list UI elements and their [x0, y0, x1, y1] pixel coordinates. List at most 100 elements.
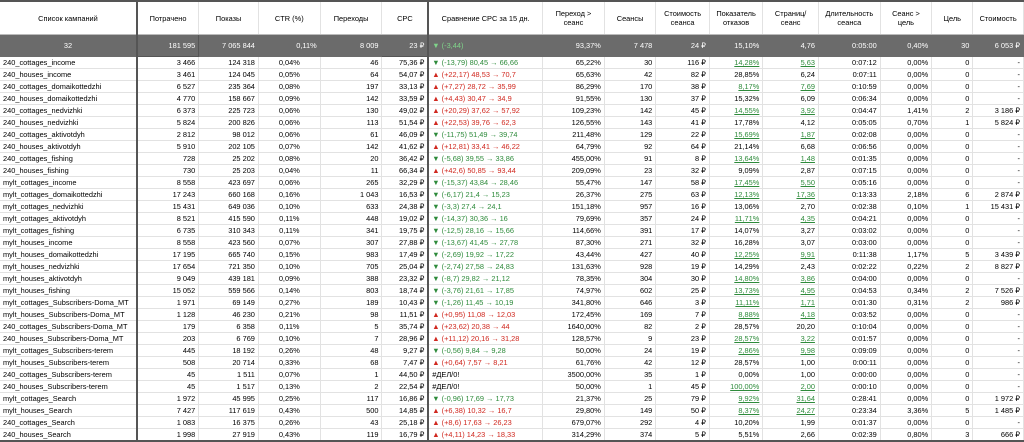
- header-sessions[interactable]: Сеансы: [604, 0, 657, 35]
- cell-campaign-name[interactable]: mylt_houses_Subscribers-terem: [0, 356, 138, 369]
- table-row[interactable]: 240_cottages_domaikottedzhi 6 527 235 364 0…: [0, 80, 1024, 93]
- table-row[interactable]: mylt_cottages_income 8 558 423 697 0,06% 265…: [0, 176, 1024, 189]
- cell-impressions: 98 012: [198, 128, 259, 141]
- cell-campaign-name[interactable]: 240_cottages_nedvizhki: [0, 104, 138, 117]
- table-row[interactable]: mylt_cottages_nedvizhki 15 431 649 036 0,10…: [0, 200, 1024, 213]
- header-cost[interactable]: Стоимость: [972, 0, 1024, 35]
- cell-campaign-name[interactable]: mylt_cottages_Subscribers-terem: [0, 344, 138, 357]
- cell-campaign-name[interactable]: mylt_houses_domaikottedzhi: [0, 248, 138, 261]
- table-row[interactable]: mylt_cottages_Subscribers-Doma_MT 1 971 69…: [0, 296, 1024, 309]
- table-row[interactable]: mylt_houses_income 8 558 423 560 0,07% 307 27…: [0, 236, 1024, 249]
- cell-campaign-name[interactable]: mylt_cottages_income: [0, 176, 138, 189]
- cell-spent: 7 427: [135, 404, 200, 417]
- table-row[interactable]: mylt_houses_fishing 15 052 559 566 0,14% 803…: [0, 284, 1024, 297]
- header-campaign-name[interactable]: Список кампаний: [0, 0, 138, 35]
- cell-campaign-name[interactable]: mylt_houses_income: [0, 236, 138, 249]
- table-row[interactable]: 240_houses_aktivotdyh 5 910 202 105 0,07% 14…: [0, 140, 1024, 153]
- table-row[interactable]: 240_houses_income 3 461 124 045 0,05% 64 54,0…: [0, 68, 1024, 81]
- cell-campaign-name[interactable]: mylt_cottages_Search: [0, 392, 138, 405]
- table-row[interactable]: mylt_cottages_Search 1 972 45 995 0,25% 117 1…: [0, 392, 1024, 405]
- cell-campaign-name[interactable]: 240_cottages_Search: [0, 416, 138, 429]
- cell-campaign-name[interactable]: mylt_cottages_domaikottedzhi: [0, 188, 138, 201]
- table-row[interactable]: 240_cottages_Search 1 083 16 375 0,26% 43 25,…: [0, 416, 1024, 429]
- cell-cpc-comparison: ▲ (+22,53) 39,76 → 62,3: [428, 116, 544, 129]
- cell-campaign-name[interactable]: mylt_houses_nedvizhki: [0, 260, 138, 273]
- cell-campaign-name[interactable]: 240_cottages_Subscribers-Doma_MT: [0, 320, 138, 333]
- table-row[interactable]: 240_houses_nedvizhki 5 824 200 826 0,06% 113…: [0, 116, 1024, 129]
- table-row[interactable]: 240_houses_Subscribers-Doma_MT 203 6 769 0,…: [0, 332, 1024, 345]
- table-row[interactable]: 240_cottages_nedvizhki 6 373 225 723 0,06% 1…: [0, 104, 1024, 117]
- table-row[interactable]: mylt_houses_nedvizhki 17 654 721 350 0,10% 7…: [0, 260, 1024, 273]
- cell-campaign-name[interactable]: mylt_houses_Subscribers-Doma_MT: [0, 308, 138, 321]
- cell-campaign-name[interactable]: mylt_houses_fishing: [0, 284, 138, 297]
- cell-cpc-comparison: ▼ (-13,79) 80,45 → 66,66: [428, 56, 544, 69]
- cell-campaign-name[interactable]: 240_houses_aktivotdyh: [0, 140, 138, 153]
- cell-campaign-name[interactable]: 240_houses_fishing: [0, 164, 138, 177]
- cell-campaign-name[interactable]: 240_cottages_aktivotdyh: [0, 128, 138, 141]
- header-session-to-goal[interactable]: Сеанс > цель: [880, 0, 933, 35]
- cell-campaign-name[interactable]: mylt_cottages_Subscribers-Doma_MT: [0, 296, 138, 309]
- header-pages-per-session[interactable]: Страниц/сеанс: [762, 0, 819, 35]
- cell-session-to-goal: 0,00%: [880, 332, 933, 345]
- table-row[interactable]: mylt_cottages_aktivotdyh 8 521 415 590 0,11…: [0, 212, 1024, 225]
- cell-campaign-name[interactable]: 240_houses_domaikottedzhi: [0, 92, 138, 105]
- cell-spent: 1 083: [135, 416, 200, 429]
- table-row[interactable]: 240_cottages_fishing 728 25 202 0,08% 20 36,4…: [0, 152, 1024, 165]
- cell-impressions: 45 995: [198, 392, 259, 405]
- cell-session-to-goal: 0,80%: [880, 428, 933, 442]
- cell-pages-per-session: 17,36: [762, 188, 819, 201]
- header-goal[interactable]: Цель: [931, 0, 974, 35]
- header-click-to-session[interactable]: Переход > сеанс: [542, 0, 605, 35]
- cell-campaign-name[interactable]: 240_houses_income: [0, 68, 138, 81]
- header-impressions[interactable]: Показы: [198, 0, 259, 35]
- table-row[interactable]: mylt_cottages_domaikottedzhi 17 243 660 16…: [0, 188, 1024, 201]
- cell-campaign-name[interactable]: 240_cottages_Subscribers-terem: [0, 368, 138, 381]
- cell-ctr: 0,21%: [258, 308, 321, 321]
- header-ctr[interactable]: CTR (%): [258, 0, 321, 35]
- header-clicks[interactable]: Переходы: [320, 0, 383, 35]
- cell-cpc: 14,85 ₽: [381, 404, 430, 417]
- header-spent[interactable]: Потрачено: [135, 0, 200, 35]
- table-row[interactable]: 240_cottages_income 3 466 124 318 0,04% 46 75…: [0, 56, 1024, 69]
- table-row[interactable]: mylt_houses_aktivotdyh 9 049 439 181 0,09% 3…: [0, 272, 1024, 285]
- cell-click-to-session: 341,80%: [542, 296, 605, 309]
- cell-campaign-name[interactable]: mylt_cottages_fishing: [0, 224, 138, 237]
- table-row[interactable]: mylt_houses_Subscribers-Doma_MT 1 128 46 2…: [0, 308, 1024, 321]
- table-row[interactable]: 240_houses_Search 1 998 27 919 0,43% 119 16,7…: [0, 428, 1024, 442]
- cell-campaign-name[interactable]: 240_houses_Search: [0, 428, 138, 442]
- cell-campaign-name[interactable]: mylt_cottages_nedvizhki: [0, 200, 138, 213]
- cell-session-duration: 0:01:37: [818, 416, 881, 429]
- header-cpc[interactable]: CPC: [381, 0, 430, 35]
- cell-spent: 8 558: [135, 236, 200, 249]
- header-cpc-comparison[interactable]: Сравнение CPC за 15 дн.: [428, 0, 544, 35]
- cell-session-duration: 0:01:57: [818, 332, 881, 345]
- cell-campaign-name[interactable]: mylt_cottages_aktivotdyh: [0, 212, 138, 225]
- cell-cpc: 17,49 ₽: [381, 248, 430, 261]
- cell-campaign-name[interactable]: 240_houses_nedvizhki: [0, 116, 138, 129]
- cell-campaign-name[interactable]: 240_cottages_domaikottedzhi: [0, 80, 138, 93]
- header-bounce-rate[interactable]: Показатель отказов: [709, 0, 764, 35]
- cell-ctr: 0,05%: [258, 68, 321, 81]
- table-row[interactable]: mylt_cottages_fishing 6 735 310 343 0,11% 34…: [0, 224, 1024, 237]
- table-row[interactable]: 240_houses_domaikottedzhi 4 770 158 667 0,0…: [0, 92, 1024, 105]
- table-row[interactable]: mylt_houses_Search 7 427 117 619 0,43% 500 14…: [0, 404, 1024, 417]
- table-row[interactable]: 240_cottages_Subscribers-Doma_MT 179 6 358…: [0, 320, 1024, 333]
- table-row[interactable]: mylt_cottages_Subscribers-terem 445 18 192…: [0, 344, 1024, 357]
- table-row[interactable]: 240_houses_fishing 730 25 203 0,04% 11 66,34 …: [0, 164, 1024, 177]
- cell-campaign-name[interactable]: 240_houses_Subscribers-Doma_MT: [0, 332, 138, 345]
- table-row[interactable]: 240_cottages_aktivotdyh 2 812 98 012 0,06% 6…: [0, 128, 1024, 141]
- cell-session-duration: 0:01:35: [818, 152, 881, 165]
- header-session-cost[interactable]: Стоимость сеанса: [655, 0, 710, 35]
- table-row[interactable]: mylt_houses_Subscribers-terem 508 20 714 0,…: [0, 356, 1024, 369]
- cell-session-duration: 0:06:34: [818, 92, 881, 105]
- header-session-duration[interactable]: Длительность сеанса: [818, 0, 881, 35]
- table-row[interactable]: 240_cottages_Subscribers-terem 45 1 511 0,0…: [0, 368, 1024, 381]
- cell-campaign-name[interactable]: 240_cottages_fishing: [0, 152, 138, 165]
- cell-campaign-name[interactable]: 240_cottages_income: [0, 56, 138, 69]
- table-row[interactable]: 240_houses_Subscribers-terem 45 1 517 0,13%…: [0, 380, 1024, 393]
- cell-campaign-name[interactable]: mylt_houses_Search: [0, 404, 138, 417]
- cell-campaign-name[interactable]: 240_houses_Subscribers-terem: [0, 380, 138, 393]
- table-row[interactable]: mylt_houses_domaikottedzhi 17 195 665 740 0…: [0, 248, 1024, 261]
- cell-campaign-name[interactable]: mylt_houses_aktivotdyh: [0, 272, 138, 285]
- cell-cpc: 49,02 ₽: [381, 104, 430, 117]
